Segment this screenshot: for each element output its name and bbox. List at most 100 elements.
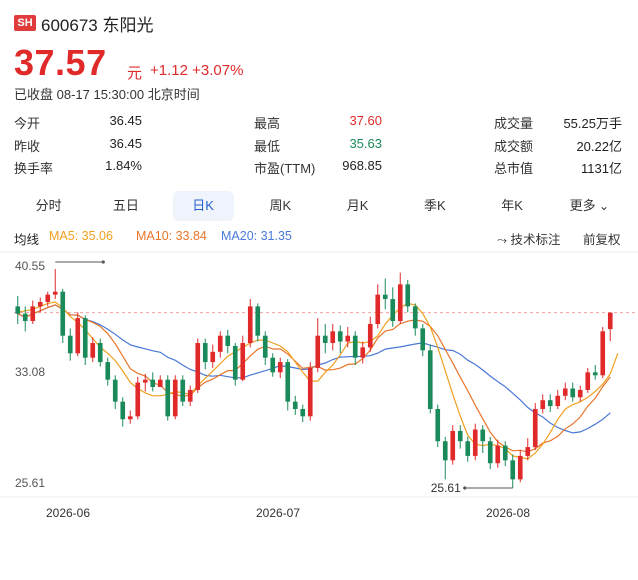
candle-body xyxy=(382,294,388,300)
ma5-value: MA5: 35.06 xyxy=(49,229,113,243)
candle-body xyxy=(165,379,171,417)
stat-value: 36.45 xyxy=(109,136,142,151)
candle-body xyxy=(97,343,103,363)
candle-body xyxy=(367,323,373,348)
tab-label: 月K xyxy=(346,198,369,213)
candle-body xyxy=(112,379,118,402)
candle-body xyxy=(255,306,261,336)
candle-body xyxy=(592,372,598,376)
candle-body xyxy=(217,335,223,352)
price-change: +1.12 +3.07% xyxy=(150,62,243,79)
tab-4[interactable]: 月K xyxy=(327,191,388,221)
candle-body xyxy=(600,331,606,376)
ma20-value: MA20: 31.35 xyxy=(221,229,292,243)
candle-body xyxy=(262,335,268,358)
candle-body xyxy=(105,362,111,380)
candle-body xyxy=(37,301,43,307)
candle-body xyxy=(352,335,358,358)
candle-body xyxy=(292,401,298,409)
ma5-line xyxy=(17,301,619,460)
candle-body xyxy=(450,430,456,461)
stat-value: 37.60 xyxy=(349,113,382,128)
stock-title: 600673 东阳光 xyxy=(41,16,154,35)
candle-body xyxy=(360,347,366,358)
stat-label: 昨收 xyxy=(14,139,41,154)
candle-body xyxy=(120,401,126,420)
candle-body xyxy=(420,328,426,351)
candle-body xyxy=(202,343,208,363)
candle-body xyxy=(390,299,396,322)
tech-annotation-icon: ⤳ xyxy=(497,233,508,247)
tab-6[interactable]: 年K xyxy=(482,191,543,221)
candle-body xyxy=(285,362,291,402)
stat-value: 1131亿 xyxy=(581,161,622,176)
candle-body xyxy=(15,306,21,314)
price-unit: 元 xyxy=(127,65,143,82)
candle-body xyxy=(322,335,328,344)
candle-body xyxy=(607,312,613,330)
candle-body xyxy=(75,318,81,354)
candle-body xyxy=(345,335,351,342)
candle-body xyxy=(232,345,238,380)
x-tick-label: 2026-08 xyxy=(486,506,530,520)
candle-body xyxy=(502,445,508,461)
candle-body xyxy=(300,408,306,417)
ma-label: 均线 xyxy=(14,233,40,247)
stat-label: 换手率 xyxy=(14,161,54,176)
candle-body xyxy=(547,400,553,407)
candle-body xyxy=(240,343,246,380)
stat-value: 55.25万手 xyxy=(563,116,622,131)
stat-label: 成交额 xyxy=(494,139,534,154)
stat-value: 36.45 xyxy=(109,113,142,128)
tab-1[interactable]: 五日 xyxy=(95,191,156,221)
candle-body xyxy=(585,372,591,390)
candle-body xyxy=(270,357,276,373)
market-badge: SH xyxy=(14,15,36,31)
tab-3[interactable]: 周K xyxy=(250,191,311,221)
tab-0[interactable]: 分时 xyxy=(18,191,79,221)
adjust-toggle[interactable]: 前复权 xyxy=(583,233,621,247)
stat-value: 20.22亿 xyxy=(576,139,622,154)
last-price: 37.57 xyxy=(14,42,107,83)
candle-body xyxy=(540,400,546,409)
tab-label: 年K xyxy=(501,198,523,213)
candle-body xyxy=(330,331,336,344)
candle-body xyxy=(457,430,463,442)
candle-body xyxy=(180,379,186,402)
tab-label: 更多 xyxy=(569,198,596,213)
candle-body xyxy=(510,460,516,480)
stat-value: 968.85 xyxy=(342,158,382,173)
candle-body xyxy=(315,335,321,368)
stat-label: 最低 xyxy=(254,139,281,154)
stat-value: 1.84% xyxy=(105,158,142,173)
candle-body xyxy=(172,379,178,417)
tab-2[interactable]: 日K xyxy=(172,191,234,221)
y-tick-label: 33.08 xyxy=(15,365,45,379)
low-marker-dot xyxy=(463,486,467,490)
candle-body xyxy=(142,379,148,383)
candle-body xyxy=(397,284,403,322)
stat-value: 35.63 xyxy=(349,136,382,151)
stat-label: 市盈(TTM) xyxy=(254,161,316,176)
market-status: 已收盘 08-17 15:30:00 北京时间 xyxy=(14,87,200,102)
tab-5[interactable]: 季K xyxy=(404,191,465,221)
stat-label: 今开 xyxy=(14,116,41,131)
candle-body xyxy=(225,335,231,346)
candle-body xyxy=(210,351,216,363)
candle-body xyxy=(465,441,471,456)
candle-body xyxy=(67,335,73,354)
stat-label: 最高 xyxy=(254,116,281,131)
tech-annotation-toggle[interactable]: ⤳ 技术标注 xyxy=(497,229,561,248)
high-marker-dot xyxy=(101,260,105,264)
y-tick-label: 25.61 xyxy=(15,476,45,490)
x-tick-label: 2026-06 xyxy=(46,506,90,520)
candle-body xyxy=(82,318,88,358)
candle-body xyxy=(435,408,441,442)
candle-body xyxy=(307,367,313,417)
candle-body xyxy=(577,389,583,398)
tab-7[interactable]: 更多 ⌄ xyxy=(559,191,620,221)
candle-body xyxy=(52,291,58,295)
candle-body xyxy=(472,429,478,456)
tab-label: 日K xyxy=(192,198,214,213)
